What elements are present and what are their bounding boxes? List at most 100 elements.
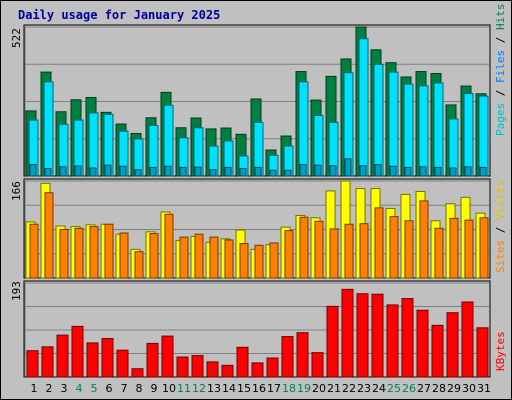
bar-sites-day-30 [464,219,474,279]
bar-pages-day-31 [479,166,487,177]
bar-kbytes-day-2 [41,346,54,378]
bar-pages-day-23 [359,165,367,177]
bar-pages-day-21 [329,165,337,177]
x-tick-day-8: 8 [136,382,143,395]
bar-kbytes-day-31 [476,327,489,378]
bar-sites-day-26 [404,220,414,279]
bar-kbytes-day-25 [386,304,399,378]
axis-legend-pages-files-hits: Pages / Files / Hits [494,4,507,137]
bar-sites-day-13 [209,236,219,279]
bar-kbytes-day-15 [236,346,249,378]
x-tick-day-2: 2 [46,382,53,395]
legend-sep-2: / [494,30,507,50]
bar-sites-day-10 [164,213,174,279]
bar-files-day-2 [43,81,54,177]
bar-files-day-23 [358,38,369,177]
bar-files-day-24 [373,63,384,177]
bar-pages-day-26 [404,166,412,177]
x-tick-day-14: 14 [222,382,236,395]
x-tick-day-31: 31 [477,382,491,395]
bar-pages-day-17 [269,169,277,177]
bar-kbytes-day-6 [101,338,114,378]
panel-hits-files-pages: 522 Pages / Files / Hits [10,4,507,177]
x-tick-day-11: 11 [177,382,191,395]
bar-pages-day-18 [284,169,292,177]
bar-sites-day-25 [389,216,399,279]
x-tick-day-18: 18 [282,382,296,395]
bar-sites-day-15 [239,243,249,279]
bar-kbytes-day-20 [311,352,324,378]
bar-kbytes-day-1 [26,350,39,378]
legend-sites: Sites [494,240,507,273]
bar-pages-day-2 [44,168,52,177]
bar-kbytes-day-7 [116,349,129,378]
bar-sites-day-28 [434,227,444,279]
bar-kbytes-day-24 [371,293,384,378]
bar-pages-day-28 [434,166,442,177]
bar-pages-day-27 [419,166,427,177]
bar-pages-day-6 [104,164,112,177]
ymax-label-visits: 166 [10,181,23,201]
bar-files-day-10 [163,104,174,177]
bar-sites-day-20 [314,220,324,279]
bar-kbytes-day-22 [341,288,354,378]
legend-visits: Visits [494,180,507,220]
x-tick-day-28: 28 [432,382,446,395]
bar-kbytes-day-28 [431,324,444,378]
bar-sites-day-12 [194,233,204,279]
bar-kbytes-day-27 [416,309,429,378]
x-tick-day-27: 27 [417,382,431,395]
bar-pages-day-7 [119,165,127,177]
bar-pages-day-12 [194,166,202,177]
bar-sites-day-31 [479,217,489,279]
legend-files: Files [494,50,507,83]
bar-pages-day-4 [74,165,82,177]
bar-pages-day-3 [59,166,67,177]
bar-sites-day-21 [329,228,339,279]
bar-files-day-5 [88,112,99,177]
legend-pages: Pages [494,103,507,136]
bar-kbytes-day-23 [356,293,369,378]
bar-kbytes-day-9 [146,342,159,378]
bar-sites-day-24 [374,207,384,279]
panel-visits-sites: 166 Sites / Visits [10,178,507,279]
bar-sites-day-18 [284,230,294,279]
bar-files-day-25 [388,71,399,177]
x-tick-day-19: 19 [297,382,311,395]
ymax-label-kbytes: 193 [10,281,23,301]
x-axis-day-labels: 1 2 3 4 5 6 7 8 9 10 11 12 13 14 15 16 17 18 19 20 21 22 23 24 2… [31,382,492,395]
ymax-label-hits: 522 [10,28,23,48]
bar-sites-day-22 [344,223,354,279]
bar-sites-day-27 [419,200,429,279]
x-tick-day-17: 17 [267,382,281,395]
bar-sites-day-19 [299,216,309,279]
bar-kbytes-day-4 [71,325,84,378]
bar-sites-day-2 [44,192,54,279]
x-tick-day-3: 3 [61,382,68,395]
legend-hits: Hits [494,4,507,31]
bar-pages-day-14 [224,166,232,177]
x-tick-day-25: 25 [387,382,401,395]
bar-sites-day-17 [269,242,279,279]
x-tick-day-30: 30 [462,382,476,395]
x-tick-day-24: 24 [372,382,386,395]
axis-legend-sites-visits: Sites / Visits [494,180,507,273]
bar-pages-day-29 [449,167,457,177]
bar-pages-day-15 [239,168,247,177]
bar-pages-day-1 [29,164,37,177]
bar-kbytes-day-16 [251,362,264,378]
legend-sep-1: / [494,83,507,103]
x-tick-day-5: 5 [91,382,98,395]
bar-pages-day-19 [299,164,307,177]
x-tick-day-12: 12 [192,382,206,395]
bar-kbytes-day-11 [176,356,189,378]
bar-pages-day-10 [164,165,172,177]
bar-kbytes-day-30 [461,301,474,378]
bar-kbytes-day-8 [131,368,144,378]
bar-pages-day-25 [389,165,397,177]
legend-sep-3: / [494,220,507,240]
axis-legend-kbytes: KBytes [494,331,507,371]
x-tick-day-21: 21 [327,382,341,395]
bar-sites-day-6 [104,223,114,279]
x-tick-day-26: 26 [402,382,416,395]
